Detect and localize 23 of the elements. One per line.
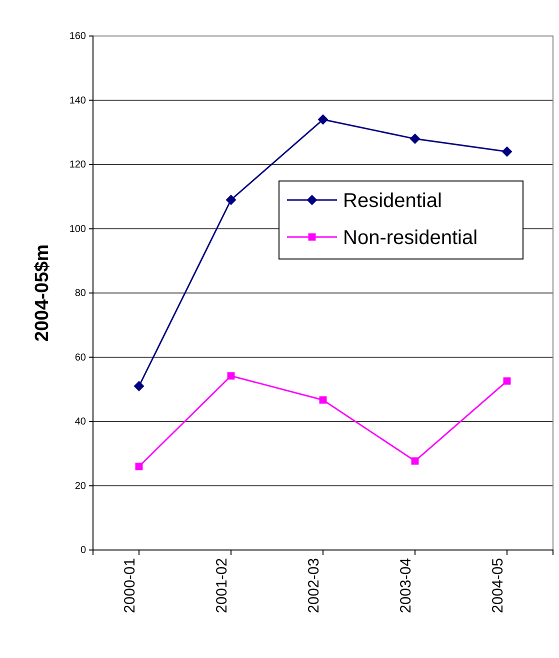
y-tick-label: 60: [74, 352, 86, 364]
legend-label: Residential: [343, 190, 442, 212]
point: [502, 146, 512, 157]
y-tick-label: 40: [74, 416, 86, 428]
x-tick-label: 2001-02: [214, 558, 230, 614]
x-tick-label: 2002-03: [306, 558, 322, 614]
y-tick-label: 160: [69, 31, 86, 42]
point: [410, 134, 420, 144]
legend-label: Non-residential: [343, 227, 478, 249]
y-tick-label: 0: [80, 545, 86, 556]
point: [227, 372, 235, 380]
y-axis-title: 2004-05$m: [32, 244, 53, 342]
y-tick-label: 140: [69, 95, 86, 106]
y-tick-label: 80: [74, 288, 86, 300]
y-tick-label: 100: [69, 224, 86, 235]
point: [134, 380, 144, 392]
x-tick-label: 2000-01: [122, 558, 138, 614]
point: [318, 114, 328, 125]
x-tick-label: 2004-05: [490, 558, 506, 614]
y-tick-label: 120: [69, 160, 86, 171]
point: [226, 194, 236, 206]
y-tick-label: 20: [74, 480, 86, 492]
x-tick-label: 2003-04: [398, 558, 414, 614]
